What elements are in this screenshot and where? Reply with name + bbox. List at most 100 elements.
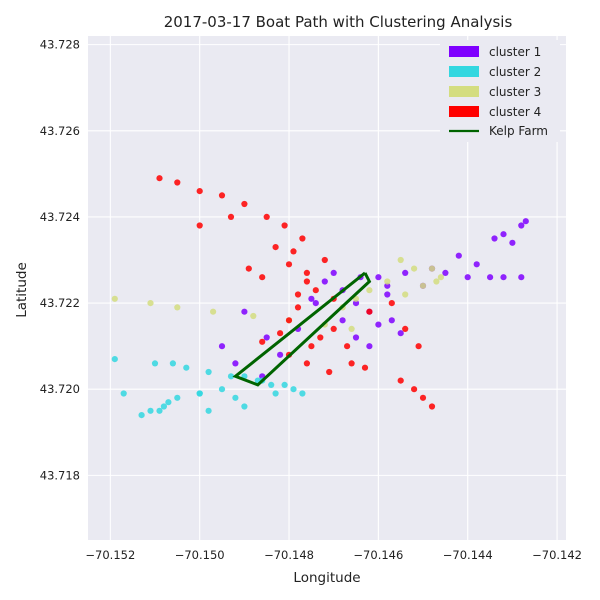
x-tick-labels: −70.152 −70.150 −70.148 −70.146 −70.144 −70.1… — [85, 548, 582, 562]
point-cluster-4 — [397, 377, 404, 384]
point-cluster-2 — [232, 394, 239, 401]
x-tick-label: −70.146 — [353, 548, 403, 562]
x-tick-label: −70.150 — [175, 548, 225, 562]
point-cluster-1 — [455, 252, 462, 259]
point-cluster-1 — [397, 330, 404, 337]
point-cluster-2 — [160, 403, 167, 410]
point-cluster-3 — [428, 265, 436, 272]
point-cluster-4 — [428, 403, 436, 410]
legend-label-kelp-farm: Kelp Farm — [489, 124, 548, 138]
point-cluster-1 — [384, 282, 391, 289]
point-cluster-1 — [330, 269, 337, 276]
point-cluster-3 — [147, 300, 154, 307]
point-cluster-2 — [111, 356, 118, 363]
point-cluster-4 — [281, 222, 288, 229]
kelp-farm-polygon — [232, 271, 372, 387]
point-cluster-2 — [290, 386, 297, 393]
point-cluster-2 — [281, 381, 288, 388]
point-cluster-1 — [312, 300, 319, 307]
point-cluster-3 — [419, 282, 427, 289]
point-cluster-1 — [522, 218, 529, 225]
point-cluster-3 — [366, 287, 373, 294]
point-cluster-1 — [375, 274, 382, 281]
legend-label-cluster-1: cluster 1 — [489, 45, 541, 59]
x-tick-label: −70.148 — [264, 548, 314, 562]
point-cluster-4 — [317, 334, 324, 341]
point-cluster-2 — [227, 373, 235, 380]
point-cluster-4 — [326, 368, 333, 376]
point-cluster-2 — [165, 399, 172, 406]
point-cluster-1 — [491, 235, 498, 242]
point-cluster-4 — [245, 265, 252, 272]
point-cluster-3 — [210, 308, 217, 315]
point-cluster-1 — [352, 334, 360, 341]
point-cluster-1 — [464, 274, 471, 281]
point-cluster-2 — [196, 390, 203, 397]
point-cluster-3 — [433, 278, 440, 285]
point-cluster-4 — [272, 244, 279, 251]
point-cluster-2 — [138, 412, 145, 419]
point-cluster-1 — [384, 291, 391, 298]
legend-swatch-cluster-1 — [449, 46, 479, 57]
point-cluster-4 — [263, 213, 270, 220]
point-cluster-4 — [308, 343, 315, 350]
point-cluster-1 — [232, 360, 239, 367]
point-cluster-2 — [183, 364, 190, 371]
legend-swatch-cluster-4 — [449, 106, 479, 117]
point-cluster-2 — [147, 407, 154, 414]
point-cluster-1 — [500, 274, 507, 281]
point-cluster-2 — [156, 407, 163, 414]
point-cluster-3 — [397, 256, 404, 264]
point-cluster-4 — [303, 360, 310, 367]
point-cluster-1 — [402, 269, 409, 276]
point-cluster-2 — [205, 407, 212, 414]
point-cluster-4 — [344, 343, 351, 350]
point-cluster-2 — [169, 360, 176, 367]
point-cluster-4 — [312, 287, 319, 294]
point-cluster-4 — [294, 291, 302, 298]
point-cluster-3 — [384, 278, 391, 285]
point-cluster-4 — [259, 338, 266, 345]
point-cluster-4 — [294, 304, 302, 311]
point-cluster-4 — [156, 175, 163, 182]
y-tick-label: 43.722 — [40, 296, 80, 310]
point-cluster-3 — [437, 274, 444, 281]
legend-label-cluster-4: cluster 4 — [489, 105, 541, 119]
point-cluster-4 — [348, 360, 355, 367]
point-cluster-3 — [111, 295, 118, 302]
point-cluster-1 — [518, 222, 525, 229]
point-cluster-1 — [263, 334, 270, 341]
point-cluster-1 — [218, 343, 226, 350]
point-cluster-2 — [299, 390, 306, 397]
x-tick-label: −70.152 — [85, 548, 135, 562]
point-cluster-1 — [388, 317, 395, 324]
point-cluster-4 — [196, 188, 203, 195]
point-cluster-1 — [339, 317, 346, 324]
point-cluster-3 — [402, 291, 409, 298]
point-cluster-4 — [388, 300, 395, 307]
point-cluster-4 — [285, 317, 293, 324]
point-cluster-4 — [415, 343, 422, 350]
point-cluster-4 — [218, 192, 226, 199]
point-cluster-4 — [299, 235, 306, 242]
point-cluster-2 — [268, 381, 275, 388]
point-cluster-4 — [402, 325, 409, 332]
point-cluster-4 — [241, 200, 248, 208]
point-cluster-4 — [277, 330, 284, 337]
legend-swatch-cluster-3 — [449, 86, 479, 97]
point-cluster-1 — [366, 343, 373, 350]
point-cluster-1 — [277, 351, 284, 358]
point-cluster-2 — [241, 403, 248, 410]
point-cluster-2 — [218, 386, 226, 393]
point-cluster-3 — [411, 265, 418, 272]
x-tick-label: −70.142 — [532, 548, 582, 562]
point-cluster-4 — [411, 386, 418, 393]
point-cluster-4 — [303, 269, 310, 276]
y-tick-labels: 43.718 43.720 43.722 43.724 43.726 43.728 — [40, 38, 80, 483]
point-cluster-3 — [174, 304, 181, 311]
point-cluster-1 — [509, 239, 516, 246]
point-cluster-1 — [473, 261, 480, 268]
point-cluster-1 — [375, 321, 382, 328]
